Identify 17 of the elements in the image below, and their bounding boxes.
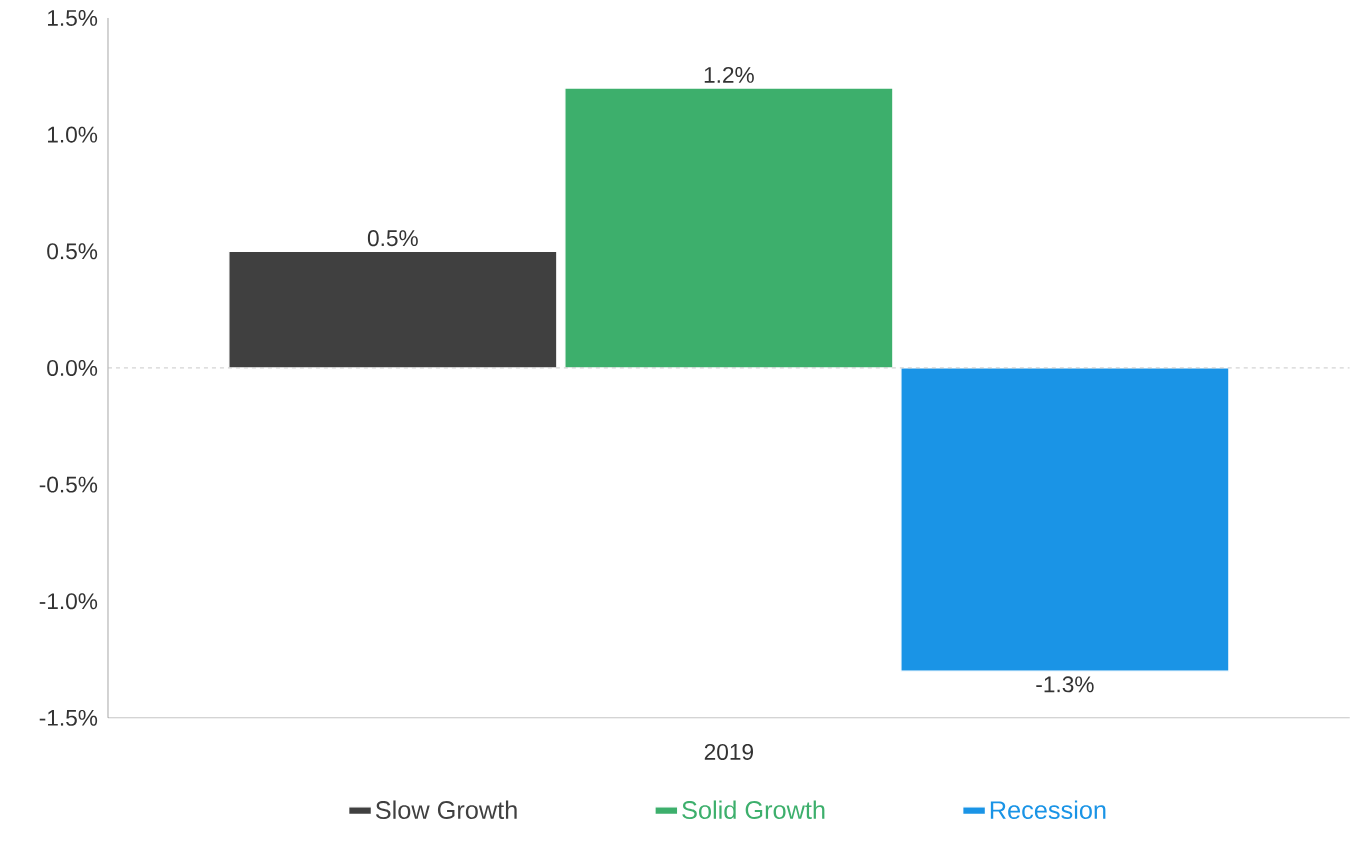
legend-label: Recession: [990, 800, 1106, 820]
y-tick-label: 0.0%: [47, 359, 98, 377]
data-label: -1.3%: [1036, 676, 1094, 693]
y-tick-label: -1.5%: [39, 709, 98, 726]
data-label: 0.5%: [367, 230, 418, 247]
y-tick-label: 0.5%: [47, 243, 98, 260]
bar: [564, 87, 894, 369]
y-tick-label: -1.0%: [39, 593, 98, 610]
y-tick-label: 1.5%: [48, 10, 98, 27]
y-tick-label: 1.0%: [48, 126, 98, 143]
data-label: 1.2%: [704, 66, 754, 83]
y-tick-label: -0.5%: [39, 476, 98, 493]
x-tick-label: 2019: [704, 743, 753, 761]
bar: [900, 367, 1230, 672]
legend-label: Slow Growth: [375, 800, 517, 820]
legend-label: Solid Growth: [682, 800, 825, 820]
bar: [228, 250, 558, 369]
